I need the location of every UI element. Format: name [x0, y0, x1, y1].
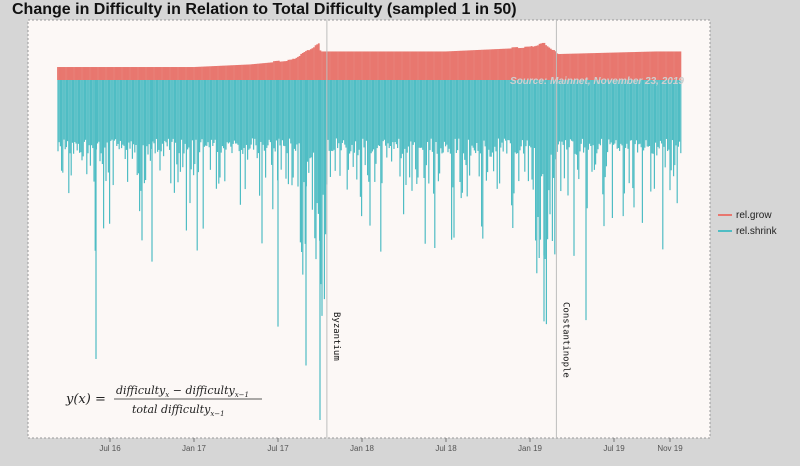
legend-item-shrink: rel.shrink — [718, 223, 777, 239]
grow-series — [57, 42, 682, 80]
x-tick-label: Jan 17 — [182, 444, 207, 453]
x-tick-label: Nov 19 — [657, 444, 683, 453]
source-annotation: Source: Mainnet, November 23, 2019 — [510, 76, 684, 87]
legend-item-grow: rel.grow — [718, 207, 777, 223]
event-label: Constantinople — [560, 302, 570, 378]
event-lines: Byzantium Constantinople — [326, 20, 570, 438]
legend-label-grow: rel.grow — [736, 209, 772, 221]
legend-label-shrink: rel.shrink — [736, 225, 777, 237]
x-tick-label: Jan 18 — [350, 444, 375, 453]
formula-lhs: y(x) = — [65, 392, 106, 407]
legend: rel.grow rel.shrink — [718, 207, 777, 239]
formula-denominator: total difficultyx−1 — [132, 403, 225, 418]
chart-title: Change in Difficulty in Relation to Tota… — [12, 1, 517, 18]
x-tick-label: Jan 19 — [518, 444, 543, 453]
x-axis: Jul 16 Jan 17 Jul 17 Jan 18 Jul 18 Jan 19 Jul … — [99, 438, 683, 453]
formula: y(x) = difficultyx − difficultyx−1 total… — [65, 384, 262, 418]
x-tick-label: Jul 17 — [267, 444, 289, 453]
x-tick-label: Jul 19 — [603, 444, 625, 453]
legend-key-shrink — [718, 230, 732, 232]
legend-key-grow — [718, 214, 732, 216]
shrink-series — [57, 80, 682, 420]
x-tick-label: Jul 18 — [435, 444, 457, 453]
event-label: Byzantium — [331, 312, 341, 361]
x-tick-label: Jul 16 — [99, 444, 121, 453]
formula-numerator: difficultyx − difficultyx−1 — [116, 384, 249, 399]
